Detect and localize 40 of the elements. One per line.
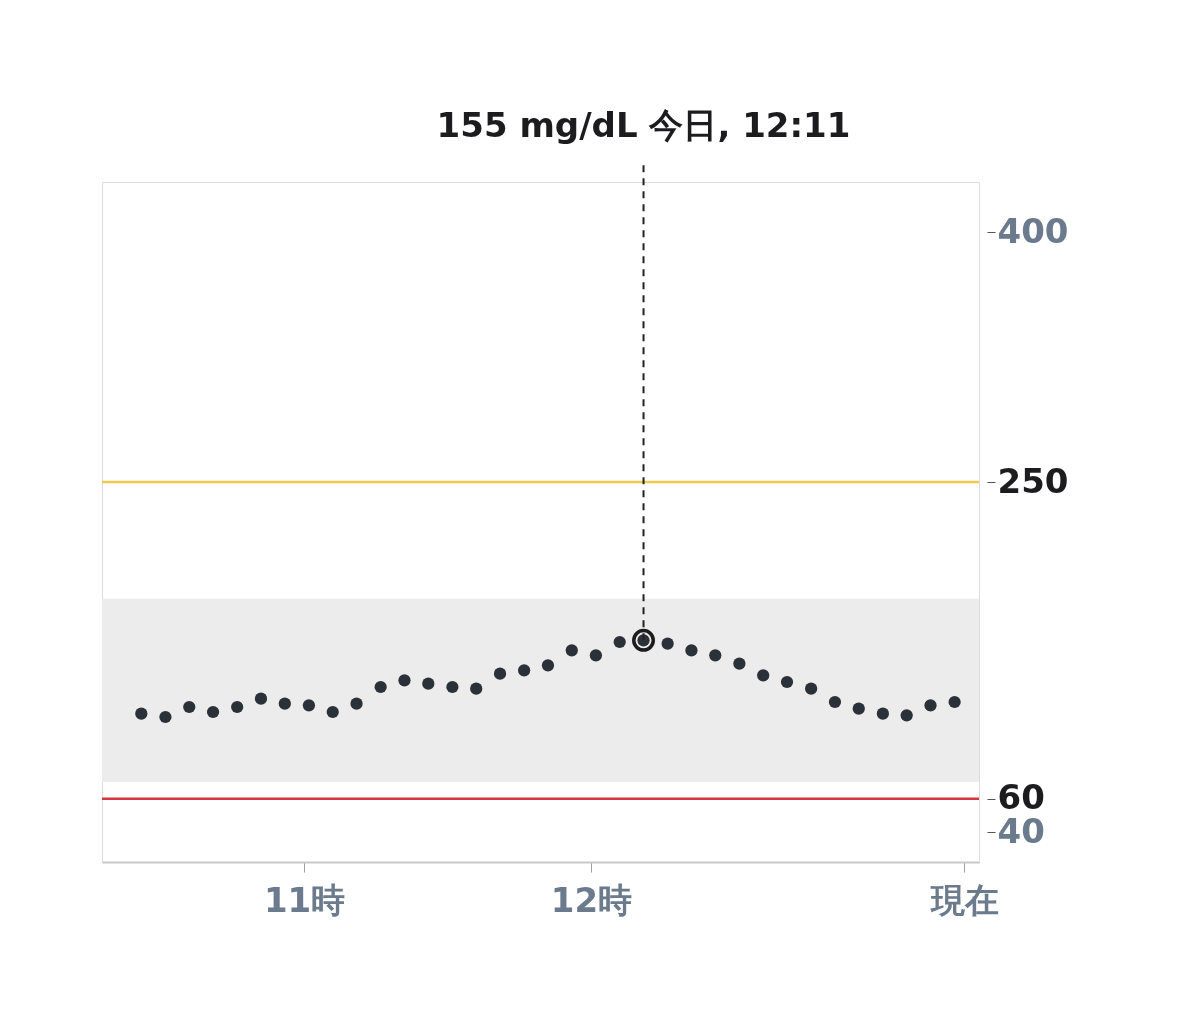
point <box>780 675 794 689</box>
point <box>876 707 889 720</box>
annotation: 155 mg/dL 今日, 12:11 <box>436 105 851 145</box>
point <box>159 710 172 724</box>
point <box>685 644 698 657</box>
point <box>804 682 818 695</box>
y-tick-label: 400 <box>997 210 1069 251</box>
point <box>589 649 603 662</box>
point <box>231 700 244 714</box>
point <box>733 657 746 670</box>
point <box>757 669 770 682</box>
point <box>398 674 411 687</box>
point <box>493 667 507 680</box>
point <box>900 709 913 722</box>
point <box>302 699 316 712</box>
y-tick-label: 250 <box>997 460 1069 501</box>
point <box>661 637 674 650</box>
point <box>350 697 363 710</box>
point <box>183 700 196 714</box>
point <box>948 695 961 709</box>
point <box>924 699 937 712</box>
point <box>326 705 339 719</box>
point <box>374 680 387 694</box>
point <box>852 702 865 715</box>
x-tick-label: 現在 <box>929 879 999 920</box>
x-tick-label: 12時 <box>550 879 633 920</box>
point <box>254 692 268 705</box>
point <box>135 707 148 720</box>
point <box>446 680 459 694</box>
point <box>470 682 483 695</box>
point <box>278 697 291 710</box>
point <box>541 659 555 672</box>
point <box>613 635 626 649</box>
point <box>206 705 220 719</box>
point <box>709 649 722 662</box>
point <box>828 695 842 709</box>
x-tick-label: 11時 <box>263 879 346 920</box>
point <box>422 677 435 690</box>
point <box>518 664 531 677</box>
point <box>565 644 578 657</box>
